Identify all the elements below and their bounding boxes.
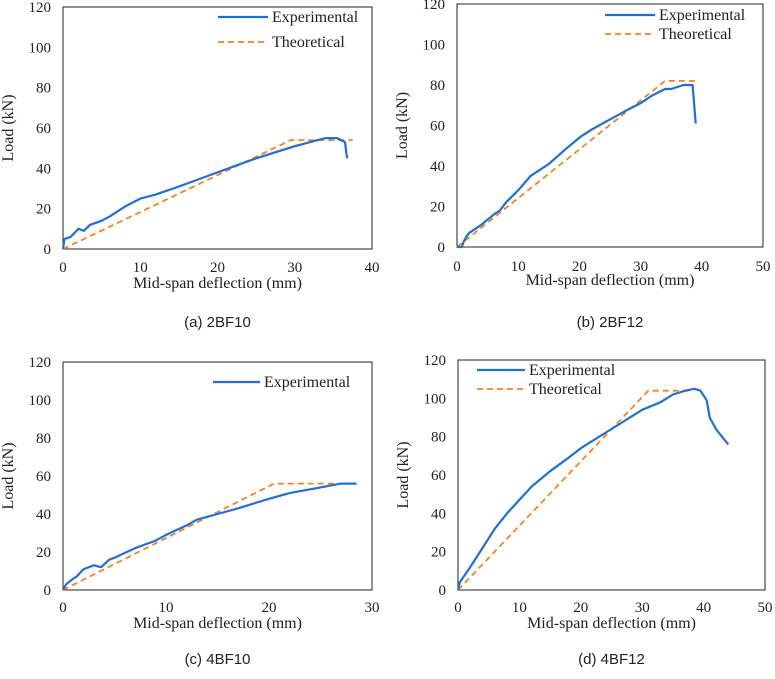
y-tick-label: 0	[44, 242, 52, 258]
y-tick-label: 20	[430, 200, 445, 216]
x-tick-label: 50	[756, 259, 771, 275]
y-tick-label: 0	[438, 240, 446, 256]
experimental-series-line	[456, 387, 730, 591]
x-tick-label: 10	[133, 260, 148, 276]
x-tick-label: 10	[159, 600, 174, 616]
experimental-series-line	[62, 482, 357, 591]
legend-label: Theoretical	[272, 34, 345, 51]
chart-caption: (a) 2BF10	[184, 314, 251, 331]
x-axis-label: Mid-span deflection (mm)	[526, 272, 695, 289]
x-tick-label: 10	[511, 259, 526, 275]
y-tick-label: 100	[29, 40, 52, 56]
y-tick-label: 100	[423, 38, 446, 54]
y-tick-label: 0	[439, 583, 447, 599]
x-tick-label: 50	[758, 600, 773, 616]
plot-area-frame	[62, 6, 373, 250]
x-tick-label: 0	[453, 259, 461, 275]
y-tick-label: 120	[424, 353, 447, 369]
y-axis-label: Load (kN)	[395, 441, 412, 508]
y-axis-label: Load (kN)	[0, 442, 17, 509]
legend-label: Experimental	[529, 362, 616, 379]
chart-caption: (d) 4BF12	[578, 651, 645, 668]
legend-label: Experimental	[272, 9, 359, 26]
x-tick-label: 40	[365, 260, 380, 276]
y-tick-label: 40	[430, 159, 445, 175]
x-axis-label: Mid-span deflection (mm)	[527, 615, 696, 632]
x-tick-label: 20	[210, 260, 225, 276]
x-axis-label: Mid-span deflection (mm)	[133, 275, 302, 292]
x-tick-label: 30	[287, 260, 302, 276]
x-tick-label: 0	[454, 600, 462, 616]
x-axis-label: Mid-span deflection (mm)	[133, 615, 302, 632]
y-tick-label: 60	[431, 468, 446, 484]
y-tick-label: 20	[36, 202, 51, 218]
x-tick-label: 10	[512, 600, 527, 616]
x-tick-label: 40	[694, 259, 709, 275]
chart-panel-2: 0 20 40 60 80 100 120 0 10 20 30 Mid-span deflectio…	[0, 355, 380, 668]
x-tick-label: 0	[59, 260, 67, 276]
y-tick-label: 80	[431, 430, 446, 446]
chart-panel-0: 0 20 40 60 80 100 120 0 10 20 30 40 Mid-span deflect…	[0, 0, 380, 331]
y-tick-label: 100	[29, 393, 52, 409]
legend-label: Experimental	[264, 374, 351, 391]
y-tick-label: 120	[29, 355, 52, 371]
y-tick-label: 0	[44, 583, 52, 599]
y-tick-label: 40	[36, 161, 51, 177]
chart-panel-3: 0 20 40 60 80 100 120 0 10 20 30 40 50 Mid-span defle…	[395, 353, 773, 668]
x-tick-label: 40	[696, 600, 711, 616]
y-tick-label: 20	[431, 545, 446, 561]
x-tick-label: 0	[59, 600, 67, 616]
y-tick-label: 40	[431, 506, 446, 522]
theoretical-series-line	[457, 389, 692, 591]
y-tick-label: 100	[424, 391, 447, 407]
theoretical-series-line	[62, 482, 357, 591]
chart-panel-1: 0 20 40 60 80 100 120 0 10 20 30 40 50 Mid-span defle…	[394, 0, 771, 331]
x-tick-label: 30	[635, 600, 650, 616]
x-tick-label: 30	[365, 600, 380, 616]
y-tick-label: 120	[423, 0, 446, 13]
plot-area-frame	[456, 3, 764, 248]
chart-caption: (b) 2BF12	[577, 314, 644, 331]
experimental-series-line	[457, 83, 697, 249]
chart-caption: (c) 4BF10	[185, 651, 251, 668]
y-axis-label: Load (kN)	[394, 92, 411, 159]
legend-label: Theoretical	[659, 26, 732, 43]
y-axis-label: Load (kN)	[0, 94, 17, 161]
experimental-series-line	[61, 137, 349, 250]
plot-area-frame	[62, 361, 373, 591]
x-tick-label: 30	[633, 259, 648, 275]
y-tick-label: 120	[29, 0, 52, 16]
plot-area-frame	[457, 359, 766, 591]
y-tick-label: 80	[430, 78, 445, 94]
y-tick-label: 60	[36, 121, 51, 137]
x-tick-label: 20	[573, 600, 588, 616]
y-tick-label: 40	[36, 507, 51, 523]
theoretical-series-line	[62, 139, 353, 250]
legend-label: Experimental	[659, 7, 746, 24]
y-tick-label: 20	[36, 545, 51, 561]
x-tick-label: 20	[572, 259, 587, 275]
y-tick-label: 60	[36, 469, 51, 485]
y-tick-label: 60	[430, 119, 445, 135]
y-tick-label: 80	[36, 431, 51, 447]
legend-label: Theoretical	[529, 381, 602, 398]
x-tick-label: 20	[262, 600, 277, 616]
theoretical-series-line	[456, 80, 699, 248]
y-tick-label: 80	[36, 81, 51, 97]
